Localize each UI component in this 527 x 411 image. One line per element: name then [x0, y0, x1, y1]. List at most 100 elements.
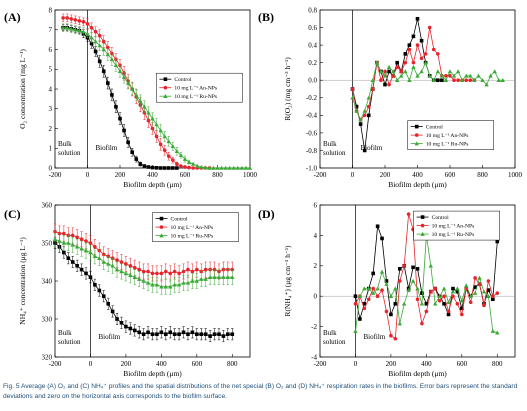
data-point	[124, 262, 128, 266]
data-point	[171, 158, 175, 162]
y-tick-label: 5	[49, 66, 53, 74]
data-point	[142, 104, 147, 109]
y-tick-label: 320	[42, 353, 53, 361]
data-point	[126, 140, 130, 145]
data-point	[424, 309, 429, 314]
data-point	[464, 73, 469, 78]
data-point	[221, 275, 226, 279]
data-point	[442, 294, 446, 299]
data-point	[411, 60, 416, 65]
data-point	[370, 78, 376, 82]
data-point	[495, 330, 500, 335]
data-point	[81, 20, 86, 24]
data-point	[394, 78, 400, 82]
data-point	[69, 17, 74, 21]
data-point	[212, 275, 217, 279]
legend-entry: 10 mg L⁻¹ An-NPs	[426, 133, 469, 139]
data-point	[159, 330, 164, 335]
data-point	[106, 81, 110, 85]
data-point	[191, 166, 195, 170]
data-point	[110, 309, 115, 314]
data-point	[427, 73, 432, 78]
data-point	[451, 294, 455, 299]
data-point	[177, 332, 181, 336]
data-point	[134, 157, 139, 161]
legend-marker	[420, 231, 425, 236]
data-point	[492, 69, 497, 74]
series-line	[355, 235, 498, 334]
series-2	[353, 233, 500, 335]
data-point	[79, 267, 84, 272]
data-point	[393, 336, 398, 341]
panel-1: -200 0 200 400 600 800 1000 -1.0 -0.8 -0.6 -0.4 -0.…	[258, 6, 523, 189]
data-point	[390, 69, 396, 74]
data-point	[442, 302, 446, 306]
y-tick-label: 0.6	[308, 24, 317, 32]
data-point	[472, 290, 478, 295]
legend-entry: 10 mg L⁻¹ Ru-NPs	[432, 232, 475, 238]
data-point	[101, 294, 106, 298]
data-point	[70, 242, 75, 247]
data-point	[371, 87, 375, 91]
x-axis-label: Biofilm depth (μm)	[123, 180, 182, 189]
legend-entry: Control	[426, 125, 444, 131]
y-tick-label: 8	[49, 6, 53, 14]
data-point	[93, 29, 98, 34]
x-tick-label: 0	[86, 171, 90, 179]
data-point	[441, 286, 447, 291]
data-point	[406, 212, 411, 216]
data-point	[77, 19, 82, 23]
data-point	[119, 321, 124, 325]
x-tick-label: 200	[121, 360, 132, 368]
data-point	[366, 286, 371, 291]
data-point	[70, 260, 75, 264]
data-point	[391, 74, 395, 78]
data-point	[435, 69, 441, 74]
data-point	[239, 165, 245, 170]
legend: Control 10 mg L⁻¹ An-NPs 10 mg L⁻¹ Ru-NPs	[156, 72, 243, 103]
data-point	[353, 328, 358, 333]
data-point	[175, 162, 179, 166]
data-point	[138, 162, 143, 166]
data-point	[353, 302, 358, 306]
data-point	[436, 78, 440, 83]
data-point	[468, 78, 473, 83]
y-tick-label: 330	[42, 315, 53, 323]
data-point	[354, 108, 359, 113]
data-point	[101, 39, 106, 44]
data-point	[145, 280, 151, 285]
data-point	[106, 302, 110, 306]
data-point	[199, 276, 204, 281]
x-tick-label: 600	[180, 171, 191, 179]
data-point	[146, 110, 151, 115]
data-point	[415, 286, 420, 291]
data-point	[181, 280, 186, 285]
data-point	[92, 254, 98, 259]
data-point	[383, 69, 387, 74]
data-point	[183, 165, 187, 169]
data-point	[443, 78, 449, 82]
data-point	[415, 16, 420, 21]
data-point	[150, 116, 155, 121]
data-point	[395, 60, 399, 65]
data-point	[168, 271, 173, 276]
panel-label: (A)	[4, 10, 21, 24]
data-point	[375, 286, 380, 291]
data-point	[84, 239, 88, 243]
y-tick-label: 6	[314, 201, 318, 209]
data-point	[74, 244, 80, 249]
bulk-solution-label: solution	[323, 338, 346, 346]
data-point	[85, 31, 90, 36]
x-tick-label: 400	[412, 171, 423, 179]
data-point	[431, 47, 436, 52]
data-point	[383, 82, 387, 87]
data-point	[203, 276, 208, 281]
biofilm-region-label: Biofilm	[96, 144, 118, 152]
panel-3: -200 0 200 400 600 800 -4 -2 0 2 4 6 Biofilm depth (…	[258, 201, 516, 378]
data-point	[379, 269, 385, 274]
series-2	[52, 231, 235, 295]
data-point	[162, 166, 167, 170]
data-point	[455, 302, 460, 306]
data-point	[399, 69, 404, 74]
data-point	[124, 324, 128, 329]
